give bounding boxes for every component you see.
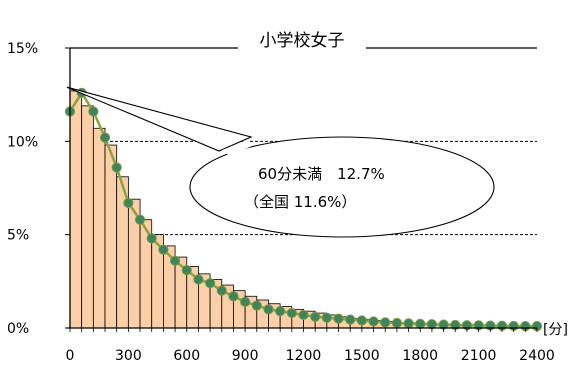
series-marker-25 bbox=[356, 315, 367, 326]
callout-pointer bbox=[66, 86, 253, 152]
annotation-line-1: 60分未満 12.7% bbox=[258, 165, 385, 183]
y-tick-label-2: 10% bbox=[7, 134, 38, 150]
series-marker-21 bbox=[310, 311, 321, 322]
axes bbox=[65, 47, 538, 332]
series-marker-8 bbox=[158, 244, 169, 255]
bar-1 bbox=[81, 105, 94, 329]
callout-seam bbox=[222, 140, 252, 156]
x-tick-label-2: 600 bbox=[173, 348, 200, 364]
x-tick-label-4: 1200 bbox=[286, 348, 322, 364]
y-tick-label-1: 5% bbox=[7, 228, 29, 244]
y-tick-label-0: 0% bbox=[7, 321, 29, 337]
x-unit-label: [分] bbox=[543, 322, 568, 338]
series-marker-17 bbox=[263, 304, 274, 315]
bar-2 bbox=[92, 127, 106, 329]
callout-bubble bbox=[189, 136, 495, 238]
axis-labels: [分] 0% 5% 10% 15% 0 300 600 900 1200 1500 1800 2100… bbox=[7, 41, 568, 364]
series-marker-4 bbox=[111, 162, 122, 173]
x-tick-label-7: 2100 bbox=[461, 348, 497, 364]
x-tick-label-8: 2400 bbox=[519, 348, 555, 364]
series-marker-7 bbox=[146, 233, 157, 244]
series-marker-9 bbox=[169, 255, 181, 266]
series-marker-6 bbox=[134, 214, 146, 225]
series-marker-23 bbox=[333, 313, 344, 324]
series-marker-14 bbox=[228, 291, 239, 302]
series-marker-15 bbox=[240, 296, 251, 307]
series-marker-3 bbox=[99, 132, 111, 143]
x-tick-label-5: 1500 bbox=[344, 348, 380, 364]
series-marker-27 bbox=[380, 317, 391, 328]
bar-0 bbox=[69, 90, 83, 329]
series-marker-22 bbox=[321, 312, 332, 323]
x-tick-label-6: 1800 bbox=[402, 348, 438, 364]
series-marker-24 bbox=[345, 314, 356, 325]
series-marker-20 bbox=[298, 309, 309, 321]
y-tick-label-3: 15% bbox=[7, 41, 38, 57]
series-marker-11 bbox=[193, 274, 204, 285]
chart-title-group: 小学校女子 bbox=[238, 28, 366, 51]
annotation-line-2: （全国 11.6%） bbox=[244, 193, 356, 211]
series-marker-12 bbox=[205, 278, 216, 289]
series-marker-30 bbox=[415, 318, 426, 329]
series-marker-26 bbox=[368, 316, 379, 327]
series-marker-5 bbox=[123, 197, 134, 209]
series-marker-2 bbox=[88, 106, 99, 117]
x-tick-label-1: 300 bbox=[115, 348, 142, 364]
bar-series bbox=[69, 90, 538, 329]
series-marker-19 bbox=[286, 307, 297, 319]
series-marker-10 bbox=[181, 265, 192, 276]
series-marker-28 bbox=[391, 317, 402, 329]
series-marker-16 bbox=[251, 300, 262, 311]
series-marker-13 bbox=[216, 285, 227, 296]
bar-3 bbox=[104, 144, 118, 329]
x-tick-label-3: 900 bbox=[232, 348, 259, 364]
x-tick-label-0: 0 bbox=[66, 348, 75, 364]
series-marker-18 bbox=[275, 306, 286, 317]
series-marker-29 bbox=[403, 318, 414, 329]
chart-title-background bbox=[238, 28, 366, 50]
annotation-callout: 60分未満 12.7% （全国 11.6%） bbox=[66, 86, 495, 238]
chart-title: 小学校女子 bbox=[260, 31, 345, 51]
